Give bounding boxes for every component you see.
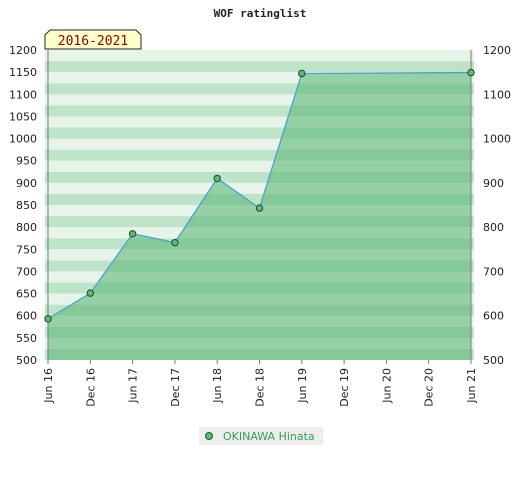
badge-label: 2016-2021 xyxy=(58,34,128,49)
background-band xyxy=(45,116,474,128)
badge-box xyxy=(44,29,142,50)
y-tick-label-left: 900 xyxy=(16,177,37,190)
y-axis-left: 500 550 600 650 700 750 800 850 900 950 1000 1050 11… xyxy=(9,44,37,367)
legend-marker xyxy=(205,432,213,440)
y-tick-label-right: 1200 xyxy=(483,44,511,57)
background-band xyxy=(45,193,474,205)
series-line xyxy=(47,71,472,320)
background-band xyxy=(45,72,474,84)
background-band xyxy=(45,94,474,106)
data-point xyxy=(128,230,137,238)
data-points xyxy=(44,68,475,323)
data-point xyxy=(86,289,95,297)
y-tick-label-left: 1000 xyxy=(9,133,37,146)
legend: OKINAWA Hinata xyxy=(199,427,323,445)
x-tick-label: Jun 16 xyxy=(42,368,55,404)
data-point xyxy=(213,174,221,183)
series-area-fill xyxy=(48,72,471,360)
y-tick-label-right: 900 xyxy=(483,177,504,190)
y-tick-label-right: 500 xyxy=(483,354,504,367)
y-tick-label-left: 800 xyxy=(16,221,37,234)
legend-label: OKINAWA Hinata xyxy=(223,430,315,443)
x-tick-label: Jun 18 xyxy=(211,368,224,404)
x-tick-label: Jun 19 xyxy=(296,368,309,404)
x-tick-label: Jun 17 xyxy=(127,368,140,404)
y-tick-label-left: 1050 xyxy=(9,110,37,123)
y-tick-label-left: 550 xyxy=(16,332,37,345)
data-point xyxy=(171,238,179,247)
y-tick-label-left: 750 xyxy=(16,243,37,256)
data-point xyxy=(467,68,475,77)
background-band xyxy=(45,127,474,139)
y-tick-label-left: 600 xyxy=(16,310,37,323)
x-tick-label: Dec 19 xyxy=(338,368,351,407)
background-band xyxy=(45,182,474,194)
background-band xyxy=(45,61,474,73)
y-tick-label-right: 700 xyxy=(483,265,504,278)
background-band xyxy=(45,83,474,95)
y-tick-label-left: 500 xyxy=(16,354,37,367)
chart-title: WOF ratinglist xyxy=(214,7,307,20)
x-axis: Jun 16 Dec 16 Jun 17 Dec 17 Jun 18 Dec 18 Jun … xyxy=(42,360,478,407)
y-tick-label-left: 1150 xyxy=(9,66,37,79)
data-point xyxy=(298,69,306,78)
period-badge: 2016-2021 xyxy=(44,29,142,50)
y-tick-label-right: 800 xyxy=(483,221,504,234)
y-tick-label-left: 650 xyxy=(16,288,37,301)
x-tick-label: Jun 21 xyxy=(465,368,478,404)
background-band xyxy=(45,160,474,172)
y-tick-label-left: 950 xyxy=(16,155,37,168)
y-axis-right: 500 600 700 800 900 1000 1100 1200 xyxy=(483,44,511,367)
x-tick-label: Dec 17 xyxy=(169,368,182,407)
background-band xyxy=(45,138,474,150)
data-point xyxy=(44,315,52,323)
background-band xyxy=(45,171,474,183)
y-tick-label-right: 1000 xyxy=(483,133,511,146)
legend-box xyxy=(199,427,323,445)
y-tick-label-right: 600 xyxy=(483,310,504,323)
y-tick-label-left: 700 xyxy=(16,265,37,278)
x-tick-label: Dec 20 xyxy=(423,368,436,407)
x-tick-label: Dec 16 xyxy=(84,368,97,407)
background-band xyxy=(45,149,474,161)
x-tick-label: Jun 20 xyxy=(380,368,393,404)
background-band xyxy=(45,105,474,117)
y-tick-label-right: 1100 xyxy=(483,88,511,101)
x-tick-label: Dec 18 xyxy=(254,368,267,407)
data-point xyxy=(255,204,264,212)
y-tick-label-left: 850 xyxy=(16,199,37,212)
area-layer xyxy=(47,71,472,360)
axes xyxy=(47,50,472,360)
background-band xyxy=(45,50,474,62)
y-tick-label-left: 1200 xyxy=(9,44,37,57)
y-tick-label-left: 1100 xyxy=(9,88,37,101)
